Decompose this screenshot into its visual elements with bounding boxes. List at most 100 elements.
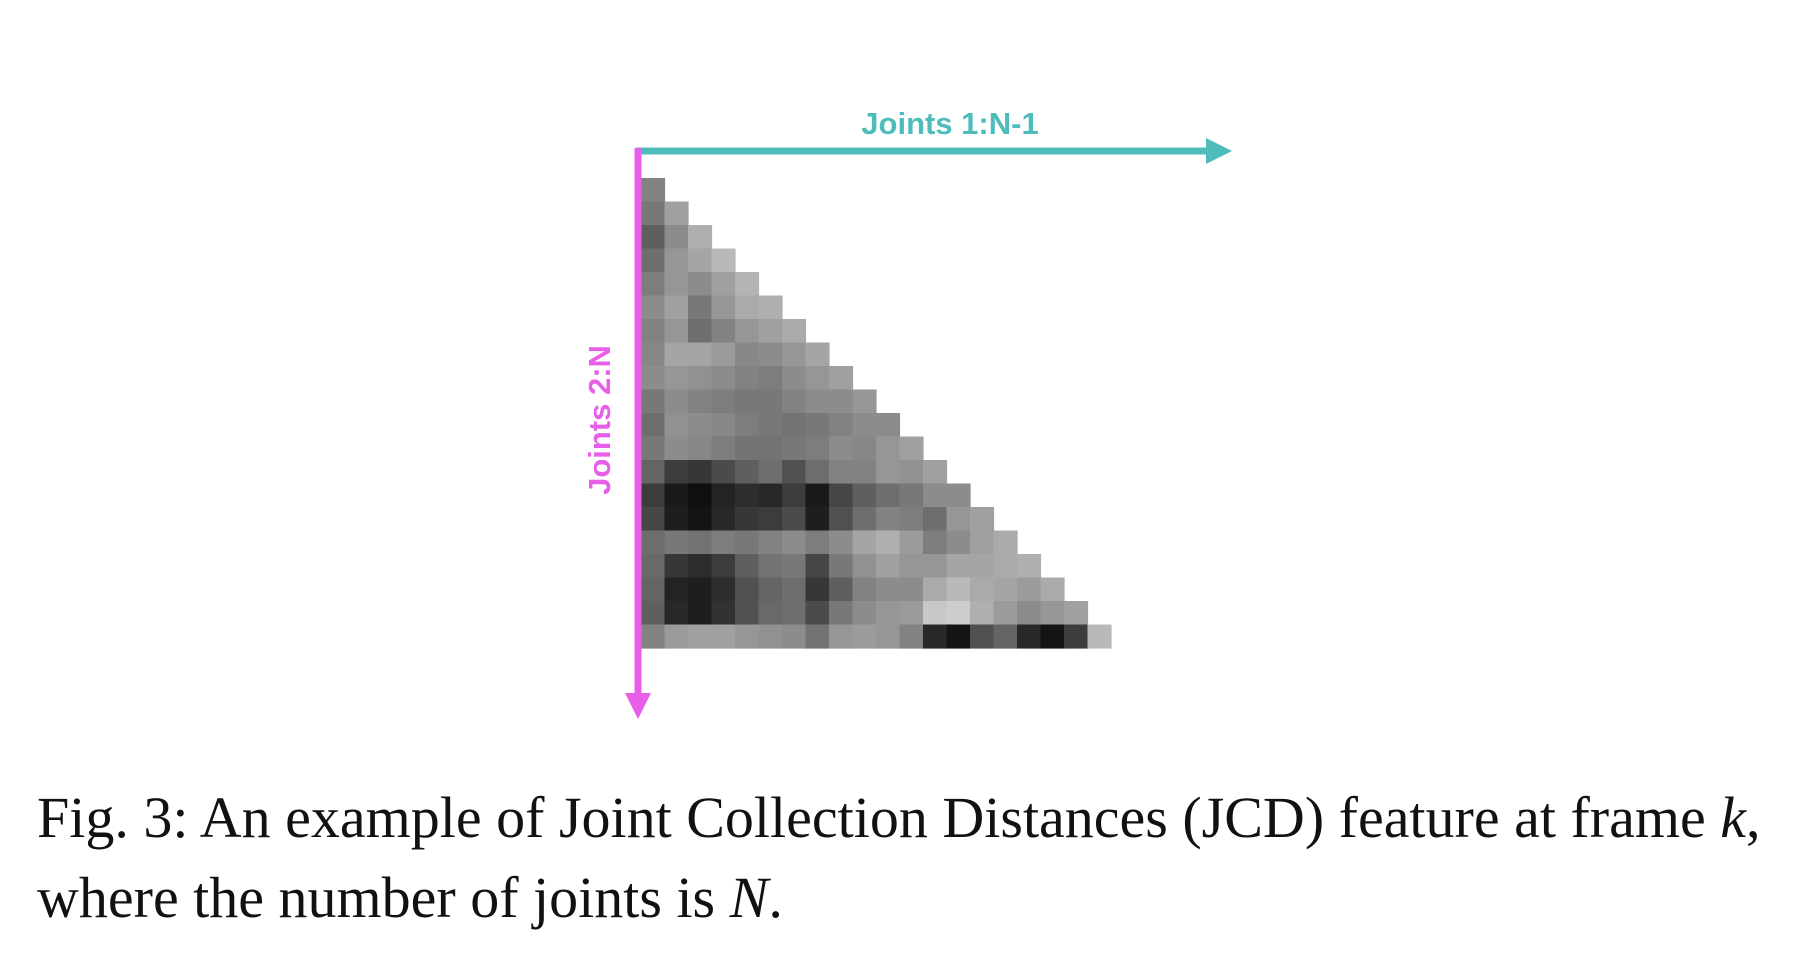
matrix-cell [688,248,713,273]
matrix-cell [993,601,1018,626]
matrix-cell [876,483,901,508]
matrix-cell [805,624,830,649]
matrix-cell [641,554,666,579]
matrix-cell [829,460,854,485]
matrix-cell [805,460,830,485]
matrix-cell [688,366,713,391]
matrix-cell [899,436,924,461]
matrix-cell [782,366,807,391]
matrix-cell [688,436,713,461]
matrix-cell [1017,624,1042,649]
matrix-cell [735,624,760,649]
matrix-cell [688,342,713,367]
matrix-cell [805,389,830,414]
caption-var-n: N [729,865,769,930]
matrix-cell [782,577,807,602]
matrix-cell [805,483,830,508]
matrix-cell [664,601,689,626]
matrix-cell [664,295,689,320]
matrix-cell [664,530,689,555]
matrix-cell [876,624,901,649]
matrix-cell [735,295,760,320]
matrix-cell [876,601,901,626]
matrix-cell [641,530,666,555]
matrix-cell [805,507,830,532]
matrix-cell [735,507,760,532]
matrix-cell [946,483,971,508]
matrix-cell [758,554,783,579]
caption-middle: , where the number of joints is [37,785,1761,930]
matrix-cell [758,460,783,485]
matrix-cell [876,413,901,438]
matrix-cell [641,507,666,532]
matrix-cell [876,554,901,579]
matrix-cell [758,366,783,391]
matrix-cell [805,530,830,555]
matrix-cell [688,272,713,297]
matrix-cell [852,624,877,649]
matrix-cell [899,507,924,532]
matrix-cell [1040,624,1065,649]
matrix-cell [664,483,689,508]
matrix-cell [993,530,1018,555]
matrix-cell [805,554,830,579]
matrix-cell [970,554,995,579]
matrix-cell [782,601,807,626]
matrix-cell [1064,624,1089,649]
matrix-cell [805,577,830,602]
matrix-cell [641,389,666,414]
left-axis-arrowhead [625,693,651,719]
matrix-cell [641,342,666,367]
matrix-cell [946,530,971,555]
matrix-cell [805,342,830,367]
matrix-cell [688,225,713,250]
matrix-cell [946,554,971,579]
matrix-cell [852,554,877,579]
matrix-cell [758,530,783,555]
matrix-cell [852,601,877,626]
matrix-cell [711,319,736,344]
matrix-cell [782,436,807,461]
matrix-cell [735,460,760,485]
matrix-cell [688,319,713,344]
matrix-cell [688,460,713,485]
figure-caption: Fig. 3: An example of Joint Collection D… [37,778,1777,938]
matrix-cell [711,366,736,391]
matrix-cell [641,601,666,626]
matrix-cell [876,577,901,602]
matrix-cell [711,483,736,508]
matrix-cell [970,530,995,555]
matrix-cell [711,577,736,602]
matrix-cell [641,225,666,250]
matrix-cell [641,295,666,320]
matrix-cell [758,319,783,344]
matrix-cell [664,436,689,461]
matrix-cell [641,577,666,602]
matrix-cell [664,342,689,367]
matrix-cell [758,342,783,367]
matrix-cell [1087,624,1112,649]
matrix-cell [758,577,783,602]
matrix-cell [641,460,666,485]
matrix-cell [923,577,948,602]
matrix-cell [899,483,924,508]
matrix-cell [688,554,713,579]
matrix-cell [923,483,948,508]
matrix-cell [758,624,783,649]
matrix-cell [946,624,971,649]
matrix-cell [664,319,689,344]
matrix-cell [852,436,877,461]
matrix-cell [993,577,1018,602]
matrix-cell [711,413,736,438]
matrix-cell [923,530,948,555]
matrix-cell [805,366,830,391]
matrix-cell [641,413,666,438]
matrix-cell [852,389,877,414]
left-axis-label: Joints 2:N [582,345,617,495]
matrix-cell [829,601,854,626]
matrix-cell [899,554,924,579]
caption-var-k: k [1720,785,1746,850]
matrix-cell [1064,601,1089,626]
matrix-cell [899,530,924,555]
matrix-cell [852,460,877,485]
